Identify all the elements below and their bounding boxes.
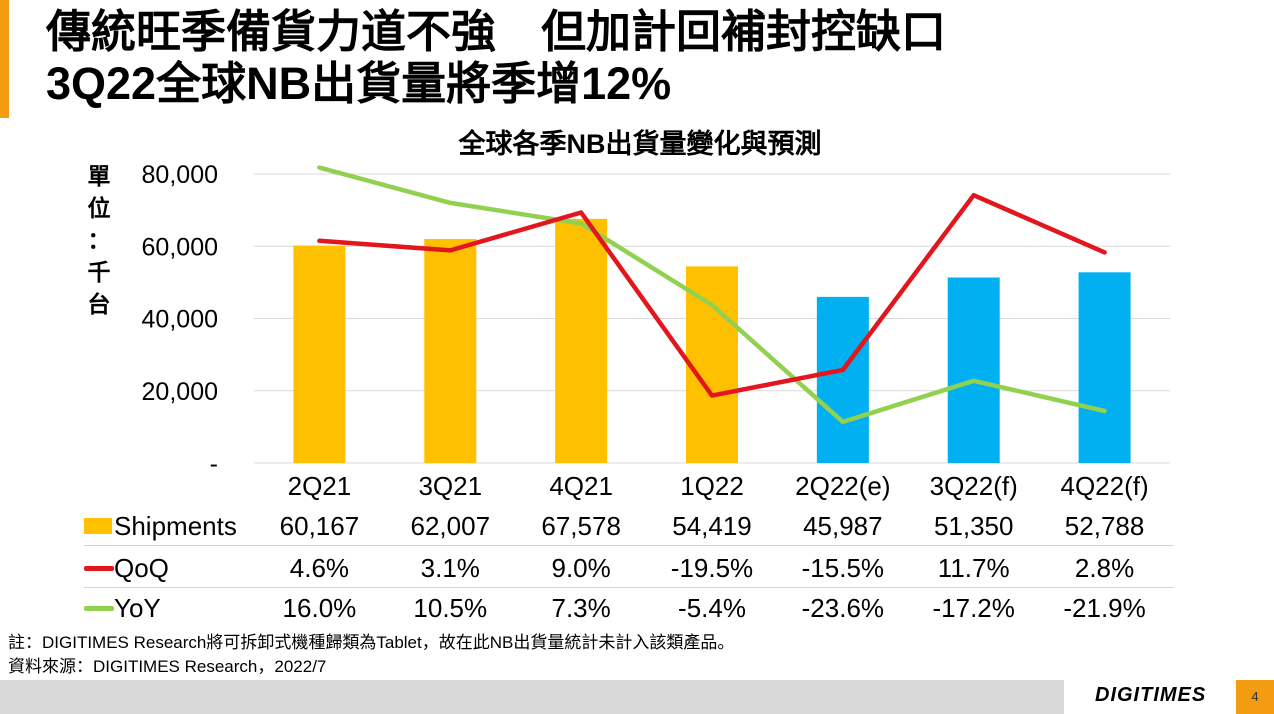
yoy-value-cell: -21.9% [1063,593,1146,623]
shipments-swatch [84,518,112,534]
yoy-line-swatch [84,606,114,611]
bar-shipments-1Q22 [686,266,738,463]
yoy-value-cell: -23.6% [801,593,885,623]
x-category-label: 3Q22(f) [930,471,1018,501]
unit-label-char: 單 [87,163,111,189]
unit-label-char: 台 [87,291,111,317]
footer-bar [0,680,1064,714]
shipments-value-cell: 45,987 [803,511,883,541]
table-row-shipments: Shipments 60,167 62,007 67,578 54,419 45,987… [84,506,1174,546]
x-category-label: 4Q22(f) [1060,471,1148,501]
legend-shipments: Shipments [84,506,264,546]
bar-shipments-4Q21 [555,218,608,463]
x-category-label: 2Q21 [288,471,352,501]
unit-label-char: 千 [87,259,111,285]
unit-label-char: ： [87,227,111,253]
footnote-source: 資料來源：DIGITIMES Research，2022/7 [8,657,327,676]
bar-shipments-3Q21 [424,238,477,463]
bar-shipments-3Q22(f) [947,277,1000,463]
bar-shipments-2Q21 [293,245,346,463]
legend-yoy: YoY [84,588,264,628]
y-tick-label: - [210,450,218,478]
qoq-value-cell: 2.8% [1074,553,1135,583]
y-tick-label: 80,000 [142,161,218,189]
x-category-label: 4Q21 [549,471,613,501]
x-category-label: 1Q22 [680,471,744,501]
title-line-1: 傳統旺季備貨力道不強 但加計回補封控缺口 [46,6,947,57]
legend-label-qoq: QoQ [114,553,169,583]
legend-label-shipments: Shipments [114,511,237,541]
accent-bar [0,0,9,118]
digitimes-logo: DIGITIMES [1095,684,1207,706]
legend-label-yoy: YoY [114,593,161,623]
bar-shipments-2Q22(e) [816,296,869,463]
shipments-value-cell: 62,007 [410,511,491,541]
unit-label-char: 位 [87,195,111,221]
title-line-2: 3Q22全球NB出貨量將季增12% [46,58,672,109]
bar-shipments-4Q22(f) [1078,272,1131,463]
page-number: 4 [1236,680,1274,714]
row-divider [84,545,1174,546]
qoq-value-cell: 9.0% [551,553,611,583]
yoy-value-cell: 10.5% [413,593,488,623]
x-category-label: 3Q21 [418,471,482,501]
qoq-value-cell: -15.5% [801,553,885,583]
legend-qoq: QoQ [84,548,264,588]
footnote-note: 註：DIGITIMES Research將可拆卸式機種歸類為Tablet，故在此… [8,633,735,652]
qoq-value-cell: -19.5% [670,553,754,583]
row-divider [84,587,1174,588]
slide-title: 傳統旺季備貨力道不強 但加計回補封控缺口 3Q22全球NB出貨量將季增12% [46,6,946,110]
y-tick-label: 40,000 [142,306,218,334]
table-row-qoq: QoQ 4.6% 3.1% 9.0% -19.5% -15.5% 11.7% 2.8% [84,548,1174,588]
shipments-value-cell: 60,167 [279,511,360,541]
qoq-value-cell: 4.6% [289,553,350,583]
qoq-value-cell: 11.7% [937,553,1010,583]
x-category-label: 2Q22(e) [795,471,890,501]
yoy-value-cell: 16.0% [282,593,357,623]
shipments-value-cell: 67,578 [541,511,621,541]
y-tick-label: 20,000 [142,378,218,406]
shipments-value-cell: 54,419 [672,511,752,541]
yoy-value-cell: -17.2% [932,593,1015,623]
shipments-value-cell: 51,350 [933,511,1014,541]
table-row-yoy: YoY 16.0% 10.5% 7.3% -5.4% -23.6% -17.2% -21.9… [84,588,1174,628]
yoy-value-cell: 7.3% [551,593,611,623]
qoq-line-swatch [84,566,114,571]
y-tick-label: 60,000 [142,233,218,261]
chart-title: 全球各季NB出貨量變化與預測 [458,129,822,159]
shipments-value-cell: 52,788 [1064,511,1145,541]
yoy-value-cell: -5.4% [678,593,746,623]
qoq-value-cell: 3.1% [420,553,480,583]
unit-label: 單位 ： 千台 [84,160,114,320]
